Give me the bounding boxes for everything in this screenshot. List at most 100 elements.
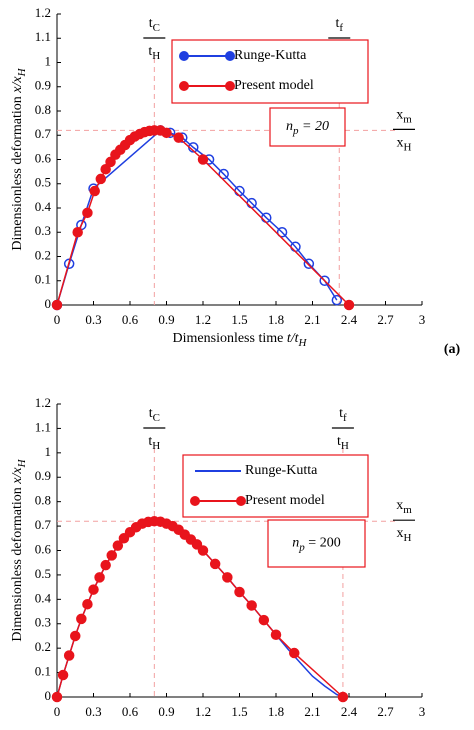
text-part: H bbox=[404, 532, 412, 544]
point bbox=[173, 132, 184, 143]
y-tick-label: 1.1 bbox=[35, 419, 51, 434]
point bbox=[82, 598, 93, 610]
x-tick-label: 3 bbox=[419, 312, 426, 327]
y-tick-label: 0.8 bbox=[35, 493, 51, 508]
y-tick-label: 1 bbox=[45, 444, 52, 459]
text-part: m bbox=[403, 113, 412, 125]
x-tick-label: 0.3 bbox=[85, 704, 101, 719]
x-tick-label: 1.8 bbox=[268, 312, 284, 327]
annotation: tf bbox=[335, 16, 343, 33]
annotation: xH bbox=[397, 526, 412, 543]
text-part: t bbox=[148, 44, 152, 59]
text-part: H bbox=[404, 141, 412, 153]
point bbox=[51, 691, 63, 703]
text-part: C bbox=[153, 22, 160, 34]
text-part: H bbox=[298, 337, 308, 349]
text-part: t bbox=[149, 16, 153, 31]
y-tick-label: 1.2 bbox=[35, 5, 51, 20]
y-tick-label: 0.2 bbox=[35, 639, 51, 654]
y-tick-label: 1 bbox=[45, 53, 52, 68]
point bbox=[161, 127, 172, 139]
text-part: x/x bbox=[10, 76, 25, 94]
text-part: t bbox=[339, 406, 343, 421]
point bbox=[82, 207, 93, 219]
y-axis-label: Dimensionless deformation x/xH bbox=[10, 67, 27, 250]
point bbox=[218, 168, 229, 180]
x-tick-label: 2.4 bbox=[341, 312, 358, 327]
point bbox=[319, 275, 330, 286]
text-part: Dimensionless deformation bbox=[10, 93, 25, 251]
point bbox=[222, 572, 233, 583]
legend-label: Present model bbox=[245, 493, 325, 508]
text-part: H bbox=[152, 50, 160, 62]
point bbox=[106, 550, 117, 561]
text-part: p bbox=[298, 541, 305, 553]
legend-marker bbox=[179, 51, 189, 61]
x-tick-label: 2.1 bbox=[304, 704, 320, 719]
point bbox=[343, 299, 355, 311]
y-tick-label: 0.1 bbox=[35, 664, 51, 679]
annotation: tC bbox=[149, 16, 160, 33]
text-part: t bbox=[335, 16, 339, 31]
annotation: xH bbox=[397, 136, 412, 153]
point bbox=[100, 163, 111, 175]
y-tick-label: 0.5 bbox=[35, 566, 51, 581]
legend-label: Runge-Kutta bbox=[245, 463, 318, 478]
point bbox=[191, 539, 203, 550]
text-part: Dimensionless deformation bbox=[10, 484, 25, 642]
point bbox=[72, 227, 83, 238]
point bbox=[270, 629, 282, 640]
y-tick-label: 0.2 bbox=[35, 247, 51, 262]
text-part: x bbox=[397, 136, 404, 151]
annotation: xm bbox=[396, 108, 412, 125]
x-tick-label: 0.3 bbox=[85, 312, 101, 327]
text-part: H bbox=[152, 440, 160, 452]
note-box bbox=[269, 107, 346, 147]
y-tick-label: 0.4 bbox=[35, 590, 52, 605]
point bbox=[63, 258, 75, 270]
text-part: f bbox=[339, 22, 343, 34]
x-tick-label: 0.9 bbox=[158, 704, 174, 719]
x-tick-label: 2.1 bbox=[304, 312, 320, 327]
text-part: Dimensionless time bbox=[173, 331, 287, 346]
x-axis-label: Dimensionless time t/tH bbox=[173, 331, 308, 348]
y-tick-label: 0 bbox=[45, 688, 52, 703]
y-tick-label: 1.2 bbox=[35, 395, 51, 410]
legend-marker bbox=[190, 496, 200, 506]
x-tick-label: 1.2 bbox=[195, 312, 211, 327]
y-tick-label: 0.8 bbox=[35, 102, 51, 117]
y-tick-label: 0.6 bbox=[35, 150, 52, 165]
legend-marker bbox=[225, 81, 235, 91]
x-tick-label: 1.8 bbox=[268, 704, 284, 719]
y-tick-label: 0.1 bbox=[35, 272, 51, 287]
point bbox=[63, 650, 75, 661]
point bbox=[57, 669, 69, 681]
text-part: x bbox=[396, 108, 403, 123]
legend-box bbox=[182, 454, 369, 518]
point bbox=[246, 600, 257, 611]
text-part: H bbox=[341, 440, 349, 452]
point bbox=[209, 558, 221, 570]
text-part: = 20 bbox=[299, 119, 329, 134]
point bbox=[337, 691, 349, 703]
y-tick-label: 0.9 bbox=[35, 78, 51, 93]
x-tick-label: 2.7 bbox=[377, 704, 394, 719]
point bbox=[88, 584, 99, 595]
annotation: tC bbox=[149, 406, 160, 423]
text-part: x bbox=[397, 526, 404, 541]
y-axis-label: Dimensionless deformation x/xH bbox=[10, 458, 27, 641]
y-tick-label: 0.4 bbox=[35, 199, 52, 214]
text-part: n bbox=[292, 536, 299, 551]
x-tick-label: 1.2 bbox=[195, 704, 211, 719]
point bbox=[112, 540, 124, 551]
legend-label: Present model bbox=[234, 78, 314, 93]
y-tick-label: 0.9 bbox=[35, 468, 51, 483]
x-tick-label: 2.7 bbox=[377, 312, 394, 327]
text-part: t/t bbox=[287, 331, 300, 346]
point bbox=[51, 299, 63, 311]
annotation: tH bbox=[148, 44, 160, 61]
y-tick-label: 0 bbox=[45, 296, 52, 311]
y-tick-label: 0.3 bbox=[35, 223, 51, 238]
text-part: t bbox=[337, 434, 341, 449]
x-tick-label: 0.9 bbox=[158, 312, 174, 327]
